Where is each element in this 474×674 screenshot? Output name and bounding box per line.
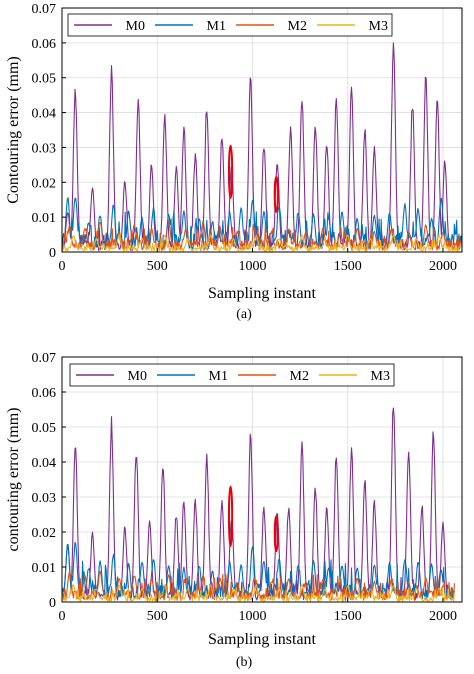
x-tick-label: 500	[147, 609, 168, 624]
series-line-m3	[61, 234, 463, 252]
legend-box	[69, 363, 395, 387]
y-tick-label: 0.02	[32, 526, 57, 541]
x-tick-label: 1000	[238, 609, 266, 624]
legend-label-m3: M3	[371, 369, 390, 384]
y-tick-label: 0.02	[32, 176, 57, 191]
y-tick-label: 0.07	[32, 351, 57, 366]
y-tick-label: 0.05	[32, 72, 57, 87]
plot-area	[62, 357, 462, 602]
y-tick-label: 0.04	[32, 456, 57, 471]
legend-label-m1: M1	[209, 369, 228, 384]
y-tick-label: 0.03	[32, 491, 57, 506]
y-tick-label: 0.03	[32, 141, 57, 156]
y-tick-label: 0.01	[32, 561, 57, 576]
x-tick-label: 500	[147, 259, 168, 274]
x-tick-label: 1500	[334, 609, 362, 624]
annotation-ellipse-2	[273, 515, 279, 553]
legend: M0 M1 M2 M3	[67, 13, 393, 37]
x-tick-label: 0	[59, 259, 66, 274]
y-tick-label: 0.05	[32, 421, 57, 436]
y-tick-label: 0.01	[32, 211, 57, 226]
y-tick-label: 0.06	[32, 37, 57, 52]
legend-label-m2: M2	[290, 369, 309, 384]
x-tick-label: 0	[59, 609, 66, 624]
y-axis-label: Contouring error (mm)	[5, 56, 22, 204]
legend-label-m3: M3	[369, 19, 388, 34]
annotation-ellipse-2	[273, 176, 279, 213]
series-line-m3	[61, 584, 455, 602]
x-tick-label: 1000	[238, 259, 266, 274]
y-tick-label: 0.07	[32, 2, 57, 17]
series-line-m1	[61, 541, 455, 601]
y-axis-label: contouring error (mm)	[5, 408, 22, 552]
annotation-ellipse-1	[227, 144, 234, 199]
x-axis-label: Sampling instant	[208, 285, 317, 302]
x-tick-label: 2000	[429, 259, 457, 274]
x-tick-label: 1500	[334, 259, 362, 274]
chart-panel-a: 0 500 1000 1500 2000 0 0.01 0.02 0.03 0.04 0.05 0.0…	[5, 2, 463, 322]
y-tick-label: 0.04	[32, 107, 57, 122]
panel-caption: (a)	[236, 307, 252, 322]
legend-label-m0: M0	[126, 19, 145, 34]
legend-label-m0: M0	[128, 369, 147, 384]
y-tick-label: 0	[49, 596, 56, 611]
y-tick-label: 0	[49, 246, 56, 261]
x-tick-label: 2000	[429, 609, 457, 624]
annotation-ellipse-1	[227, 485, 234, 547]
y-tick-label: 0.06	[32, 386, 57, 401]
legend-box	[67, 13, 393, 37]
plot-area	[62, 8, 462, 252]
axes-box	[61, 356, 463, 603]
panel-caption: (b)	[236, 655, 253, 670]
legend-label-m1: M1	[207, 19, 226, 34]
legend-label-m2: M2	[288, 19, 307, 34]
x-axis-label: Sampling instant	[208, 631, 317, 648]
chart-panel-b: 0 500 1000 1500 2000 0 0.01 0.02 0.03 0.04 0.05 0.0…	[5, 351, 463, 670]
axes-box	[61, 7, 463, 253]
legend: M0 M1 M2 M3	[69, 363, 395, 387]
